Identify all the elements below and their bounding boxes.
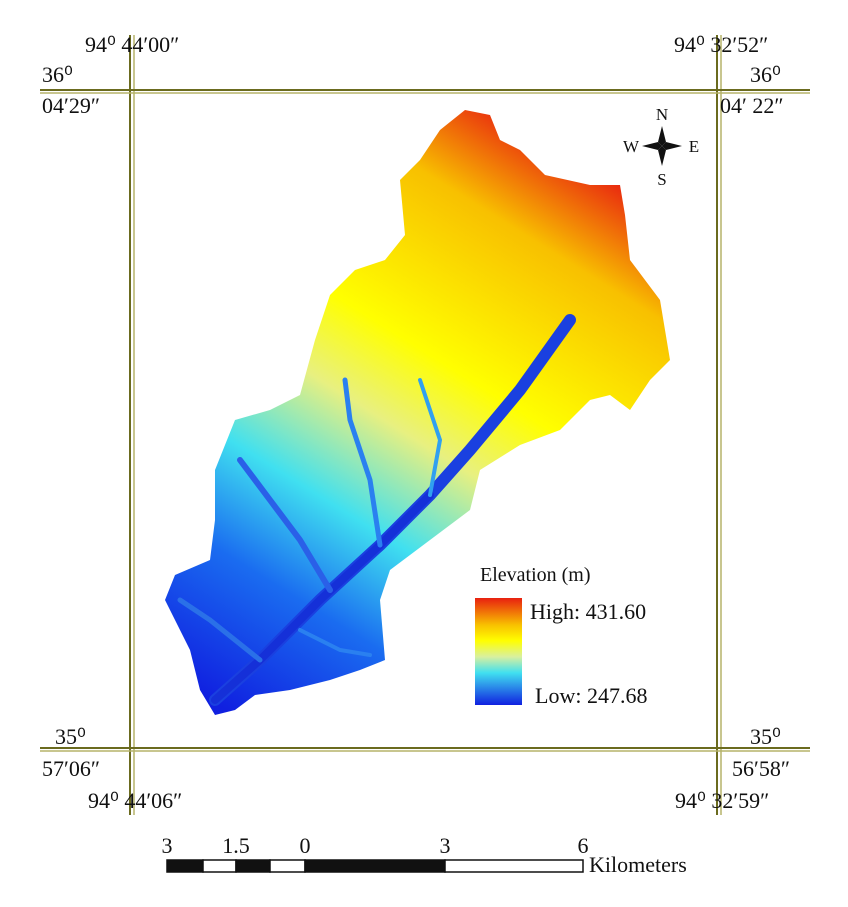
- latitude-label: 56′58″: [732, 756, 790, 781]
- scale-tick: 3: [162, 833, 173, 858]
- scale-tick: 1.5: [222, 833, 250, 858]
- scale-unit: Kilometers: [589, 852, 687, 877]
- legend-title: Elevation (m): [480, 564, 591, 586]
- legend-high: High: 431.60: [530, 599, 646, 624]
- longitude-label: 94⁰ 44′00″: [85, 32, 179, 57]
- compass-north: N: [656, 105, 668, 124]
- latitude-label: 36⁰: [42, 62, 73, 87]
- scale-tick: 3: [440, 833, 451, 858]
- longitude-label: 94⁰ 32′59″: [675, 788, 769, 813]
- compass: N S W E: [623, 105, 699, 189]
- compass-west: W: [623, 137, 640, 156]
- longitude-label: 94⁰ 32′52″: [674, 32, 768, 57]
- frame: [40, 35, 810, 815]
- scale-tick: 6: [578, 833, 589, 858]
- legend: Elevation (m) High: 431.60 Low: 247.68: [475, 564, 647, 708]
- rivers: [177, 314, 576, 706]
- scale-bar: [166, 859, 584, 873]
- latitude-label: 04′29″: [42, 93, 100, 118]
- latitude-label: 04′ 22″: [720, 93, 783, 118]
- scale-tick: 0: [300, 833, 311, 858]
- legend-low: Low: 247.68: [535, 683, 647, 708]
- compass-east: E: [689, 137, 699, 156]
- legend-ramp: [475, 598, 522, 705]
- latitude-label: 35⁰: [55, 724, 86, 749]
- latitude-label: 36⁰: [750, 62, 781, 87]
- longitude-label: 94⁰ 44′06″: [88, 788, 182, 813]
- latitude-label: 57′06″: [42, 756, 100, 781]
- compass-south: S: [657, 170, 666, 189]
- latitude-label: 35⁰: [750, 724, 781, 749]
- watershed: [165, 110, 670, 715]
